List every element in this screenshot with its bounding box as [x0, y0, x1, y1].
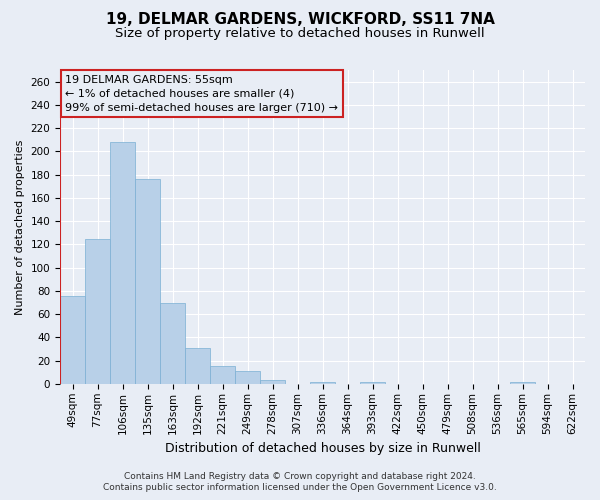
Bar	[185, 348, 210, 384]
Bar	[110, 142, 135, 384]
Bar	[85, 238, 110, 384]
Bar	[160, 302, 185, 384]
Bar	[260, 380, 285, 384]
Bar	[210, 366, 235, 384]
Bar	[510, 382, 535, 384]
X-axis label: Distribution of detached houses by size in Runwell: Distribution of detached houses by size …	[164, 442, 481, 455]
Bar	[235, 371, 260, 384]
Text: Contains HM Land Registry data © Crown copyright and database right 2024.
Contai: Contains HM Land Registry data © Crown c…	[103, 472, 497, 492]
Bar	[360, 382, 385, 384]
Bar	[60, 296, 85, 384]
Text: Size of property relative to detached houses in Runwell: Size of property relative to detached ho…	[115, 28, 485, 40]
Y-axis label: Number of detached properties: Number of detached properties	[15, 140, 25, 314]
Bar	[135, 180, 160, 384]
Bar	[310, 382, 335, 384]
Text: 19, DELMAR GARDENS, WICKFORD, SS11 7NA: 19, DELMAR GARDENS, WICKFORD, SS11 7NA	[106, 12, 494, 28]
Text: 19 DELMAR GARDENS: 55sqm
← 1% of detached houses are smaller (4)
99% of semi-det: 19 DELMAR GARDENS: 55sqm ← 1% of detache…	[65, 74, 338, 112]
